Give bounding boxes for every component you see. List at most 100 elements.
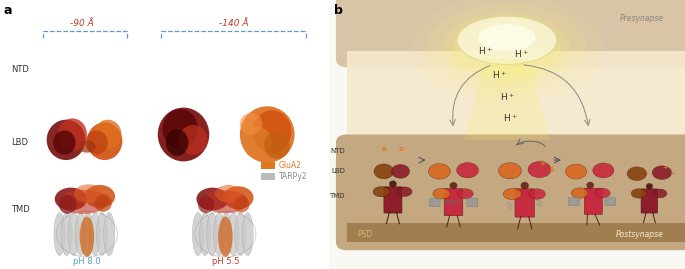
Text: H$^+$: H$^+$	[514, 48, 529, 60]
Ellipse shape	[192, 213, 203, 256]
Ellipse shape	[214, 213, 225, 256]
Ellipse shape	[82, 213, 94, 256]
Ellipse shape	[243, 126, 272, 159]
Ellipse shape	[197, 188, 229, 210]
FancyBboxPatch shape	[444, 189, 463, 216]
Text: D: D	[398, 147, 403, 152]
FancyBboxPatch shape	[584, 188, 602, 214]
Ellipse shape	[478, 24, 536, 51]
Text: -90 Å: -90 Å	[71, 19, 94, 27]
Bar	[347, 223, 685, 242]
FancyBboxPatch shape	[569, 198, 579, 206]
Text: H$^+$: H$^+$	[503, 112, 518, 124]
Ellipse shape	[221, 213, 232, 256]
Text: TARPy2: TARPy2	[279, 172, 307, 181]
Ellipse shape	[86, 130, 108, 155]
Text: pH 8.0
cl1: pH 8.0 cl1	[73, 257, 101, 269]
Ellipse shape	[528, 161, 551, 178]
Ellipse shape	[158, 108, 210, 161]
FancyBboxPatch shape	[467, 199, 477, 207]
Ellipse shape	[59, 195, 77, 214]
Ellipse shape	[58, 118, 87, 151]
Ellipse shape	[199, 213, 211, 256]
Ellipse shape	[75, 213, 86, 256]
Text: LBD: LBD	[331, 168, 345, 174]
Ellipse shape	[242, 213, 253, 256]
Text: GluA2: GluA2	[279, 161, 301, 170]
Ellipse shape	[79, 217, 94, 257]
Ellipse shape	[571, 188, 588, 198]
Ellipse shape	[397, 187, 412, 196]
Ellipse shape	[235, 213, 246, 256]
Text: PSD: PSD	[358, 229, 373, 239]
Bar	[347, 151, 685, 242]
Ellipse shape	[389, 180, 397, 187]
Ellipse shape	[595, 188, 610, 198]
Ellipse shape	[166, 129, 188, 156]
Ellipse shape	[218, 217, 233, 257]
Ellipse shape	[593, 163, 614, 178]
Ellipse shape	[97, 213, 108, 256]
Ellipse shape	[631, 189, 647, 198]
Text: H$^+$: H$^+$	[499, 91, 514, 103]
FancyBboxPatch shape	[605, 198, 615, 206]
Ellipse shape	[84, 185, 115, 208]
Bar	[261, 162, 275, 169]
FancyBboxPatch shape	[336, 134, 685, 250]
Ellipse shape	[374, 164, 394, 179]
Text: +: +	[669, 171, 674, 176]
Ellipse shape	[566, 164, 587, 179]
Ellipse shape	[503, 189, 521, 200]
Ellipse shape	[373, 187, 390, 197]
Ellipse shape	[179, 125, 208, 155]
Text: +: +	[540, 159, 546, 168]
Ellipse shape	[207, 213, 218, 256]
Ellipse shape	[264, 132, 290, 159]
Ellipse shape	[223, 186, 253, 209]
Ellipse shape	[586, 182, 594, 189]
Ellipse shape	[457, 16, 557, 65]
Ellipse shape	[198, 196, 214, 213]
Ellipse shape	[427, 4, 587, 93]
Ellipse shape	[411, 0, 603, 102]
Ellipse shape	[391, 164, 410, 178]
Ellipse shape	[234, 196, 249, 213]
Text: B: B	[382, 147, 386, 152]
Ellipse shape	[627, 167, 647, 180]
Ellipse shape	[68, 213, 79, 256]
Ellipse shape	[453, 19, 560, 78]
Ellipse shape	[529, 189, 545, 199]
Bar	[347, 51, 685, 148]
Ellipse shape	[74, 184, 103, 203]
Ellipse shape	[94, 120, 121, 149]
Ellipse shape	[253, 110, 291, 153]
Text: -140 Å: -140 Å	[219, 19, 248, 27]
Ellipse shape	[61, 213, 73, 256]
Ellipse shape	[47, 120, 86, 160]
Ellipse shape	[458, 189, 473, 199]
Ellipse shape	[428, 164, 450, 179]
Ellipse shape	[55, 188, 87, 210]
Ellipse shape	[521, 182, 529, 189]
Text: +: +	[662, 165, 667, 171]
Ellipse shape	[499, 163, 521, 179]
Text: TARP: TARP	[443, 200, 460, 206]
Bar	[347, 0, 685, 51]
Ellipse shape	[162, 109, 198, 149]
FancyBboxPatch shape	[641, 189, 658, 213]
Ellipse shape	[653, 189, 667, 198]
Ellipse shape	[433, 188, 450, 199]
Polygon shape	[464, 59, 549, 140]
Ellipse shape	[240, 106, 295, 163]
Ellipse shape	[78, 140, 96, 153]
Ellipse shape	[240, 113, 262, 134]
Text: +: +	[548, 165, 554, 174]
Text: LBD: LBD	[11, 138, 28, 147]
Ellipse shape	[87, 122, 123, 160]
Ellipse shape	[89, 213, 101, 256]
FancyBboxPatch shape	[515, 189, 534, 217]
Text: Postsynapse: Postsynapse	[616, 229, 664, 239]
Ellipse shape	[60, 190, 108, 214]
Text: NTD: NTD	[11, 65, 29, 75]
Ellipse shape	[228, 213, 239, 256]
